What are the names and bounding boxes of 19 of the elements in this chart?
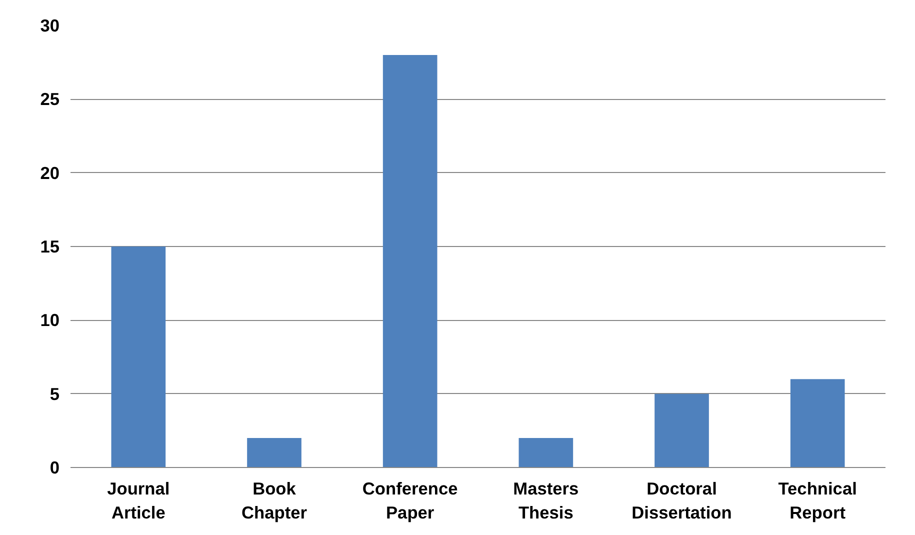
- y-tick-label: 0: [50, 458, 60, 478]
- y-tick-label: 25: [40, 89, 60, 110]
- y-tick-label: 30: [40, 16, 60, 36]
- bar: [518, 438, 574, 468]
- bar: [382, 54, 438, 468]
- bar: [111, 246, 166, 468]
- y-tick-label: 20: [40, 162, 60, 183]
- bar: [654, 394, 709, 468]
- x-tick-label: Technical Report: [778, 478, 857, 522]
- x-tick-label: Conference Paper: [362, 478, 458, 522]
- x-tick-label: Book Chapter: [242, 478, 308, 522]
- x-tick-label: Doctoral Dissertation: [632, 478, 732, 522]
- x-tick-label: Journal Article: [107, 478, 170, 522]
- x-tick-label: Masters Thesis: [513, 478, 579, 522]
- bar: [790, 379, 845, 468]
- bar: [247, 438, 302, 468]
- y-tick-label: 15: [40, 236, 60, 256]
- y-tick-label: 5: [50, 384, 60, 404]
- y-tick-label: 10: [40, 310, 60, 330]
